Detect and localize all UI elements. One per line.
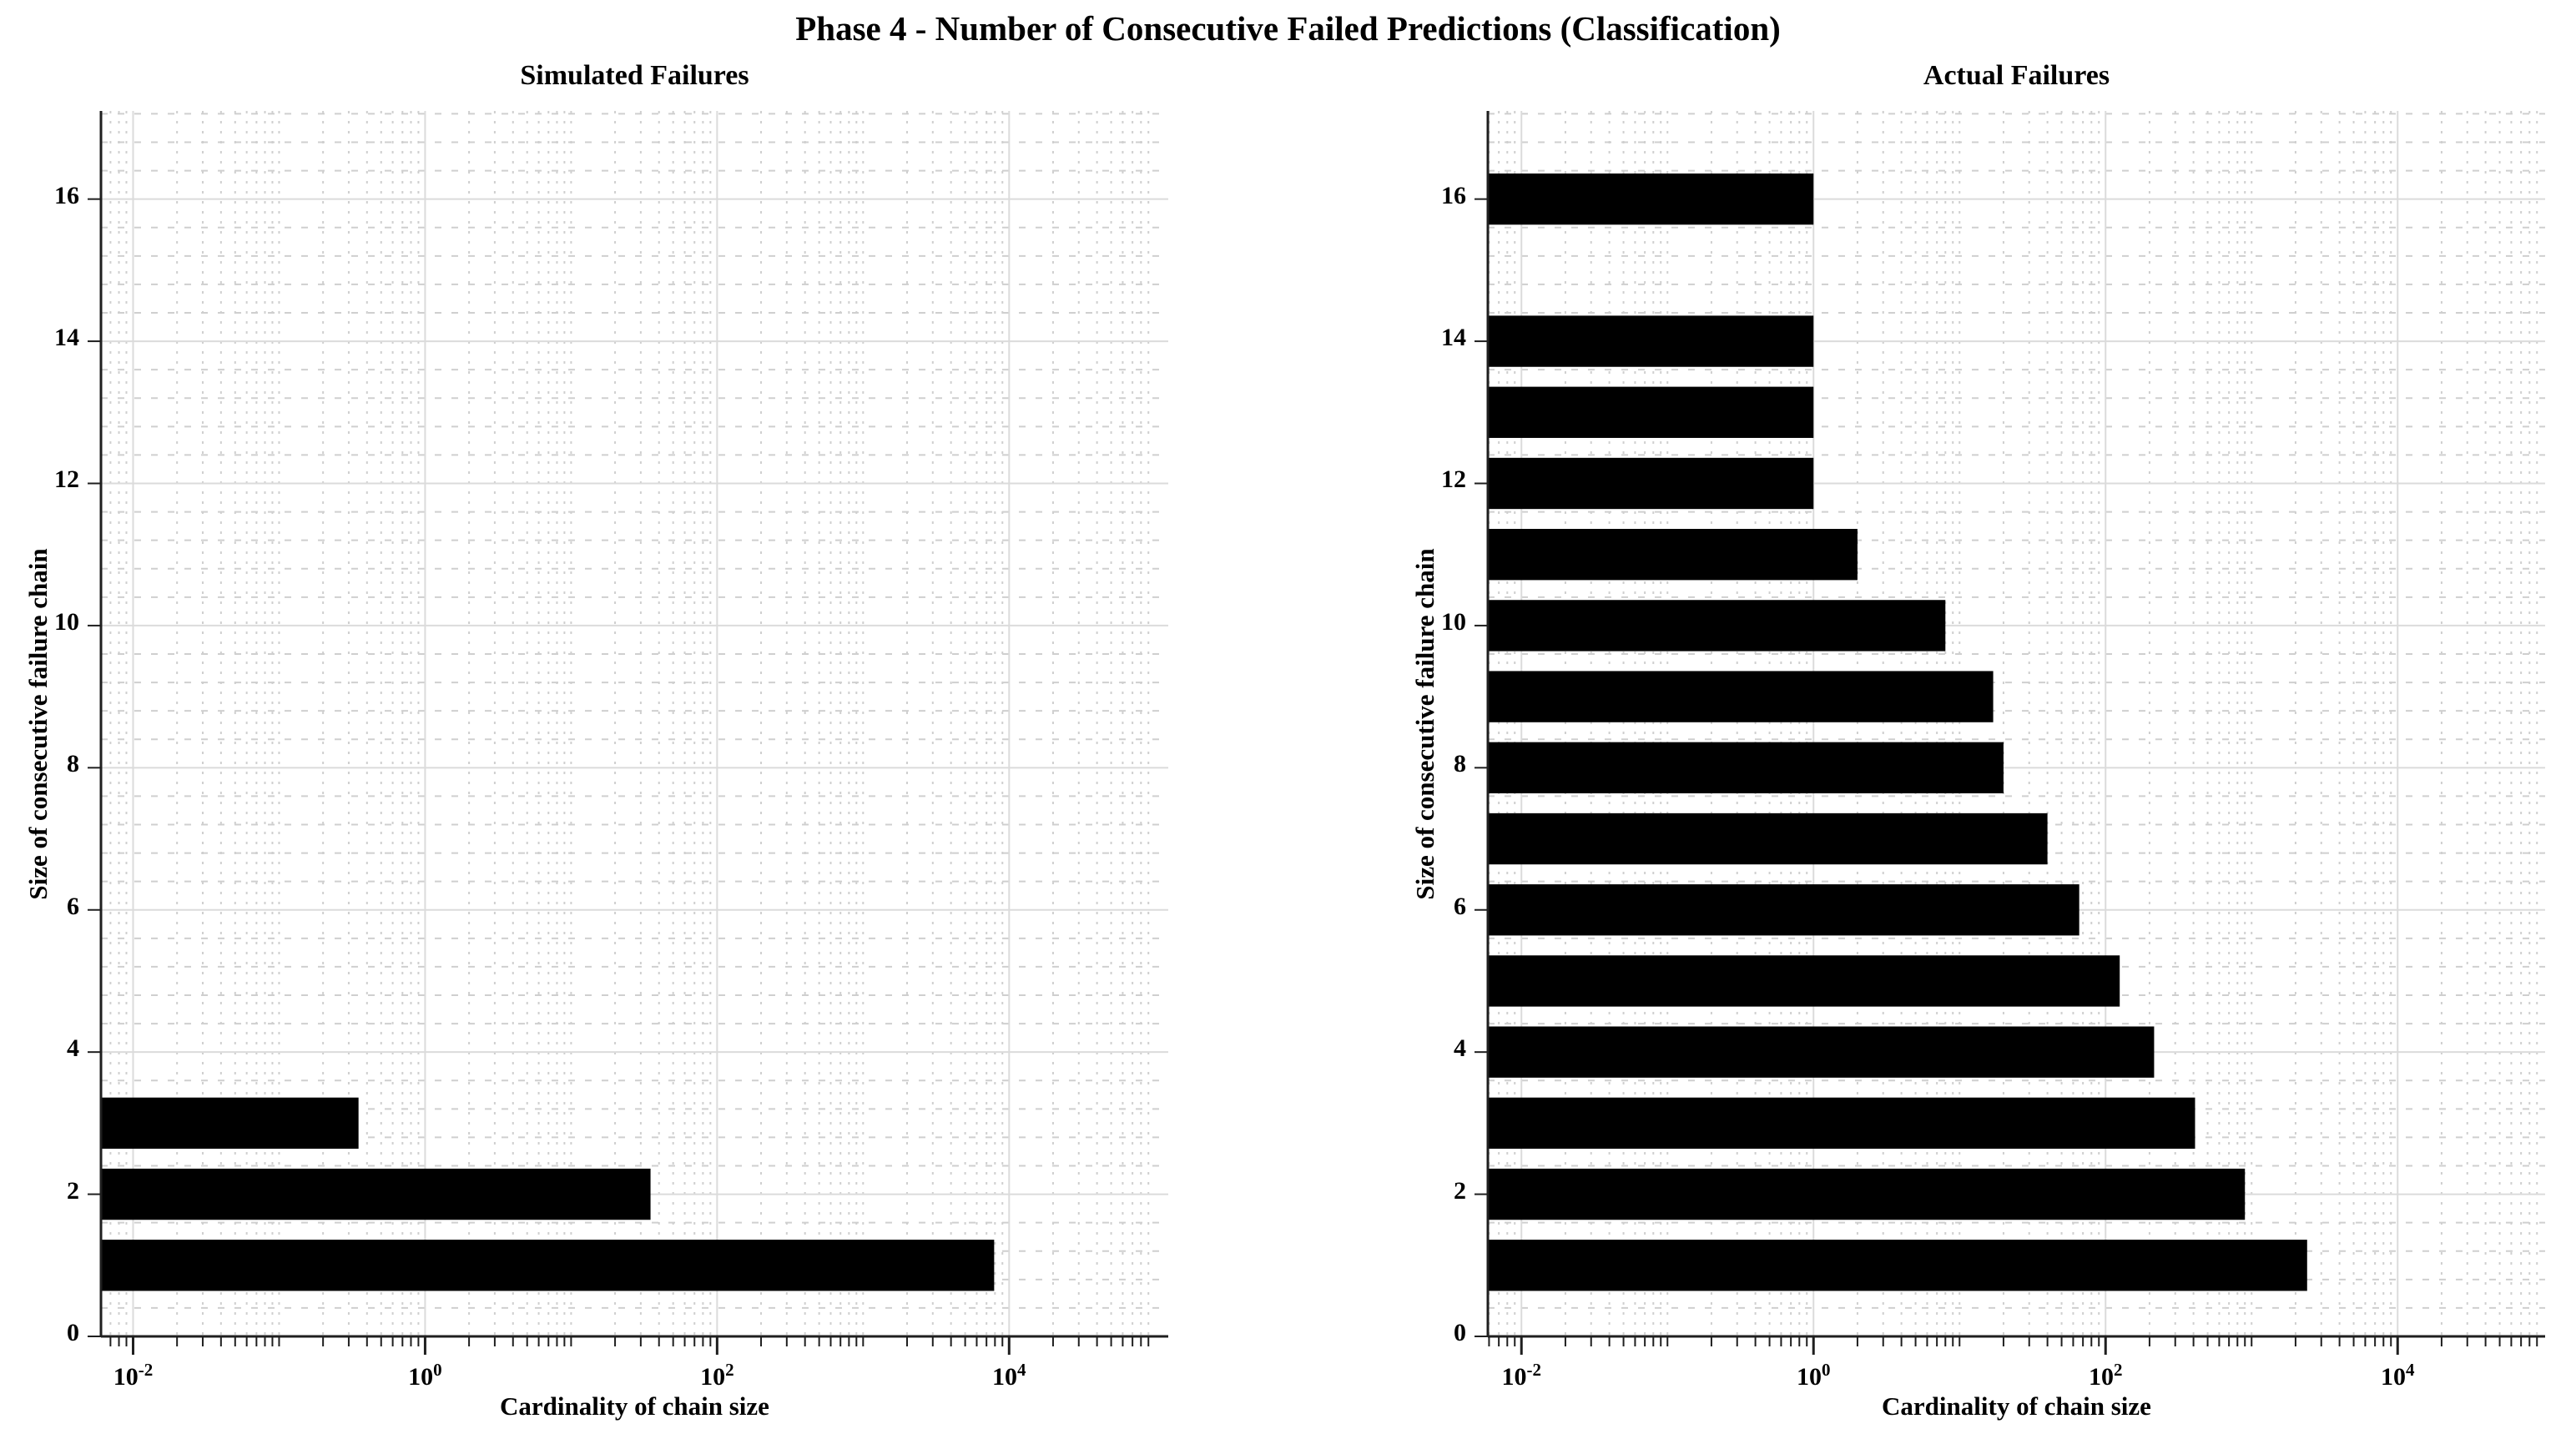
x-tick-label: 10-2 bbox=[113, 1360, 154, 1391]
y-tick-label: 6 bbox=[1454, 892, 1466, 920]
y-axis-label-actual: Size of consecutive failure chain bbox=[1410, 548, 1439, 900]
x-tick-label: 10-2 bbox=[1501, 1360, 1542, 1391]
y-tick-label: 6 bbox=[67, 892, 79, 920]
y-tick-label: 12 bbox=[54, 465, 79, 494]
y-tick-label: 10 bbox=[1441, 607, 1466, 636]
y-tick-label: 12 bbox=[1441, 465, 1466, 494]
bar-chain-size-3 bbox=[101, 1097, 359, 1150]
x-tick-label: 104 bbox=[992, 1360, 1026, 1391]
y-axis-label-simulated: Size of consecutive failure chain bbox=[23, 548, 53, 900]
bar-chain-size-5 bbox=[1488, 955, 2120, 1007]
chart-canvas bbox=[88, 111, 1168, 1355]
y-tick-label: 16 bbox=[1441, 181, 1466, 209]
y-tick-label: 2 bbox=[1454, 1176, 1466, 1205]
bar-chain-size-2 bbox=[1488, 1168, 2246, 1220]
bar-chain-size-9 bbox=[1488, 671, 1994, 722]
bar-chain-size-4 bbox=[1488, 1026, 2155, 1078]
chart-canvas bbox=[1475, 111, 2545, 1355]
bar-chain-size-3 bbox=[1488, 1097, 2195, 1150]
x-tick-label: 100 bbox=[408, 1360, 442, 1391]
x-tick-label: 102 bbox=[700, 1360, 734, 1391]
actual-failures-plot: 10-2 100 102 104 0 2 4 6 8 10 12 14 16 bbox=[1441, 111, 2545, 1391]
y-tick-label: 16 bbox=[54, 181, 79, 209]
bar-chain-size-10 bbox=[1488, 600, 1946, 652]
y-tick-label: 10 bbox=[54, 607, 79, 636]
x-tick-label: 104 bbox=[2381, 1360, 2415, 1391]
bar-chain-size-1 bbox=[101, 1240, 995, 1291]
y-tick-label: 4 bbox=[67, 1034, 79, 1063]
y-tick-label: 0 bbox=[1454, 1319, 1466, 1346]
bar-chain-size-11 bbox=[1488, 529, 1858, 581]
x-axis-label-simulated: Cardinality of chain size bbox=[500, 1391, 769, 1421]
y-tick-label: 8 bbox=[67, 750, 79, 778]
bar-chain-size-16 bbox=[1488, 173, 1814, 225]
y-tick-label: 4 bbox=[1454, 1034, 1466, 1063]
bar-chain-size-14 bbox=[1488, 315, 1814, 367]
subplot-title-simulated-failures: Simulated Failures bbox=[520, 60, 749, 91]
subplot-title-actual-failures: Actual Failures bbox=[1923, 60, 2110, 91]
simulated-failures-plot: 10-2 100 102 104 0 2 4 6 8 10 12 14 16 bbox=[54, 111, 1168, 1391]
bar-chain-size-1 bbox=[1488, 1240, 2307, 1291]
bar-chain-size-6 bbox=[1488, 884, 2079, 936]
y-tick-label: 0 bbox=[67, 1319, 79, 1346]
bar-chain-size-13 bbox=[1488, 386, 1814, 438]
bar-chain-size-7 bbox=[1488, 813, 2048, 865]
bar-chain-size-8 bbox=[1488, 742, 2004, 794]
y-tick-label: 8 bbox=[1454, 750, 1466, 778]
y-tick-label: 2 bbox=[67, 1176, 79, 1205]
bar-chain-size-12 bbox=[1488, 457, 1814, 510]
bar-chain-size-2 bbox=[101, 1168, 651, 1220]
y-tick-label: 14 bbox=[1441, 324, 1466, 352]
x-tick-label: 100 bbox=[1797, 1360, 1831, 1391]
x-tick-label: 102 bbox=[2089, 1360, 2123, 1391]
y-tick-label: 14 bbox=[54, 324, 79, 352]
x-axis-label-actual: Cardinality of chain size bbox=[1882, 1391, 2151, 1421]
figure-title: Phase 4 - Number of Consecutive Failed P… bbox=[795, 9, 1781, 48]
